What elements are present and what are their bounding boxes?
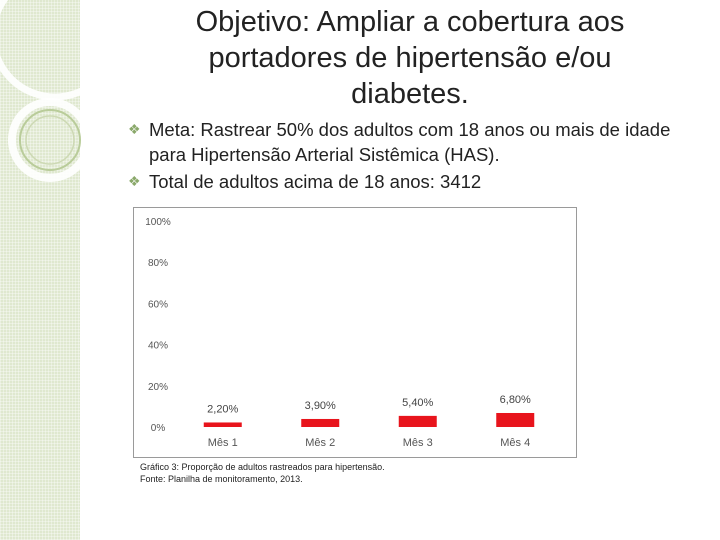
bar-data-label: 2,20% — [207, 403, 238, 415]
bar-data-label: 3,90% — [305, 400, 336, 412]
bar — [496, 412, 535, 427]
y-tick-label: 20% — [148, 382, 168, 393]
decorative-side-band — [0, 0, 80, 540]
bullet-text: Total de adultos acima de 18 anos: 3412 — [149, 171, 482, 192]
leaf-bullet-icon: ❖ — [128, 121, 141, 137]
caption-source: Fonte: Planilha de monitoramento, 2013. — [140, 474, 303, 484]
chart-caption: Gráfico 3: Proporção de adultos rastread… — [140, 461, 385, 485]
x-category-label: Mês 1 — [208, 437, 238, 449]
y-tick-label: 100% — [145, 217, 171, 228]
y-tick-label: 40% — [148, 341, 168, 352]
slide-title: Objetivo: Ampliar a cobertura aos portad… — [195, 6, 625, 110]
x-category-label: Mês 2 — [305, 437, 335, 449]
bar-data-label: 5,40% — [402, 397, 433, 409]
bullet-item-total: ❖ Total de adultos acima de 18 anos: 341… — [128, 169, 688, 194]
caption-title: Gráfico 3: Proporção de adultos rastread… — [140, 462, 385, 472]
bar-chart: 0% 20% 40% 60% 80% 100% 2,20% Mês 1 3,90% Mês 2 5,… — [133, 207, 577, 458]
x-category-label: Mês 3 — [403, 437, 433, 449]
leaf-bullet-icon: ❖ — [128, 173, 141, 189]
y-tick-label: 80% — [148, 258, 168, 269]
bar — [301, 418, 340, 427]
x-category-label: Mês 4 — [500, 437, 530, 449]
bar — [203, 422, 242, 427]
bullet-list: ❖ Meta: Rastrear 50% dos adultos com 18 … — [128, 117, 688, 196]
bar — [398, 415, 437, 427]
bullet-text: Meta: Rastrear 50% dos adultos com 18 an… — [149, 119, 671, 165]
bullet-item-meta: ❖ Meta: Rastrear 50% dos adultos com 18 … — [128, 117, 688, 167]
y-tick-label: 0% — [151, 423, 166, 434]
bar-chart-canvas: 0% 20% 40% 60% 80% 100% 2,20% Mês 1 3,90% Mês 2 5,… — [145, 217, 535, 449]
y-tick-label: 60% — [148, 299, 168, 310]
bar-data-label: 6,80% — [500, 394, 531, 406]
